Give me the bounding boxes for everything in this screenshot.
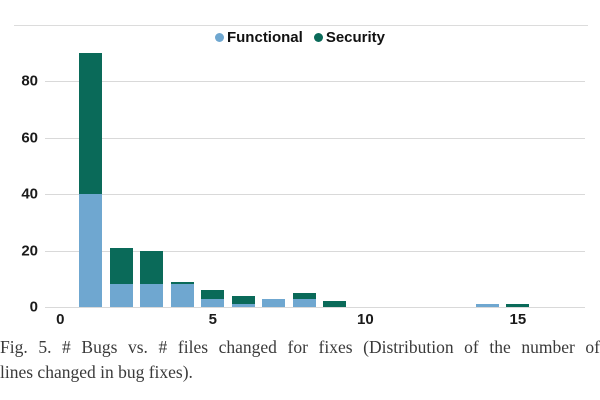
caption-line-1: Fig. 5. # Bugs vs. # files changed for f…: [0, 337, 600, 357]
bar-functional-x3: [140, 284, 164, 307]
bar-security-x8: [292, 292, 316, 299]
security-swatch-icon: [313, 33, 323, 42]
functional-swatch-icon: [214, 33, 224, 42]
x-tick-label-5: 5: [208, 311, 217, 328]
y-tick-label-60: 60: [21, 129, 38, 147]
bar-security-x9: [323, 301, 347, 307]
bar-functional-x2: [109, 284, 133, 307]
y-axis-labels: 0 20 40 60 80: [0, 50, 38, 316]
bar-security-x2: [109, 247, 133, 285]
legend-label-functional: Functional: [226, 29, 303, 46]
bar-functional-x5: [201, 298, 225, 307]
y-tick-label-20: 20: [21, 242, 38, 260]
x-tick-label-0: 0: [56, 311, 65, 328]
legend-item-security: Security: [313, 29, 386, 46]
bar-functional-x4: [170, 284, 194, 307]
bar-functional-x7: [262, 298, 286, 307]
bar-functional-x8: [292, 298, 316, 307]
bar-functional-x6: [231, 304, 255, 307]
bar-security-x3: [140, 250, 164, 285]
bar-security-x5: [201, 290, 225, 299]
plot-area: [45, 50, 585, 308]
x-axis-labels: 0 5 10 15: [45, 311, 585, 331]
gridline-y-0: [45, 307, 585, 308]
y-tick-label-80: 80: [21, 72, 38, 90]
bar-functional-x1: [79, 194, 103, 307]
figure-top-border: [14, 25, 588, 26]
caption-line-2: lines changed in bug fixes).: [0, 362, 193, 382]
x-tick-label-10: 10: [356, 311, 374, 328]
gridline-y-20: [45, 250, 585, 252]
gridline-y-80: [45, 81, 585, 83]
bar-security-x15: [506, 304, 530, 307]
bar-security-x6: [231, 295, 255, 305]
chart-legend: Functional Security: [0, 29, 600, 46]
x-tick-label-15: 15: [509, 311, 527, 328]
legend-item-functional: Functional: [214, 29, 303, 46]
gridline-y-40: [45, 194, 585, 196]
bar-functional-x14: [475, 304, 499, 307]
bar-security-x1: [79, 52, 103, 195]
gridline-y-60: [45, 137, 585, 139]
figure-caption: Fig. 5. # Bugs vs. # files changed for f…: [0, 335, 600, 385]
y-tick-label-40: 40: [21, 185, 38, 203]
legend-label-security: Security: [325, 29, 386, 46]
y-tick-label-0: 0: [29, 298, 38, 316]
bar-security-x4: [170, 281, 194, 285]
